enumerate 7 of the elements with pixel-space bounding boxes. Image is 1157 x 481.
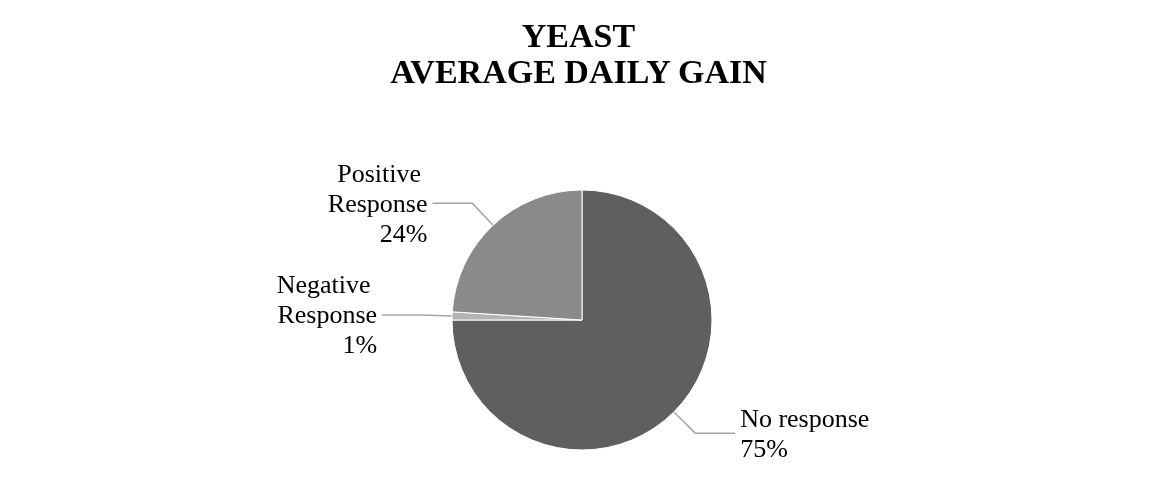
data-label: 75%	[740, 433, 788, 463]
slice-label: Positive Response	[327, 158, 428, 218]
chart-title: YEAST AVERAGE DAILY GAIN	[390, 16, 768, 90]
slice-label: No response	[740, 403, 870, 433]
slice-label: Negative Response	[276, 270, 378, 330]
data-label: 1%	[342, 330, 378, 360]
data-label: 24%	[379, 218, 428, 248]
